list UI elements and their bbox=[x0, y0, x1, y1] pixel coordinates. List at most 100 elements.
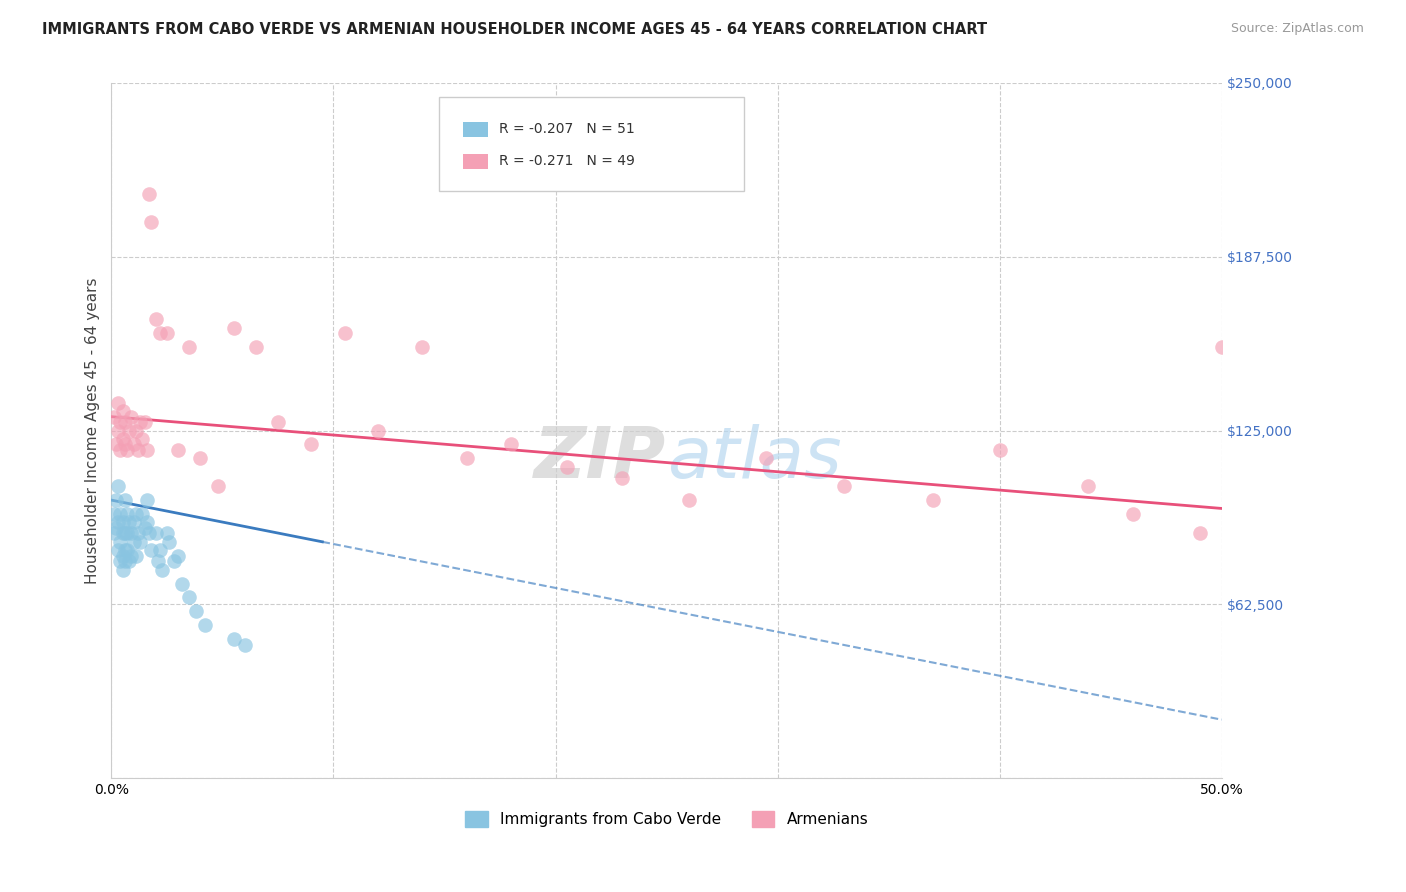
Point bbox=[111, 563, 134, 577]
Point bbox=[114, 493, 136, 508]
Point bbox=[122, 437, 145, 451]
Point bbox=[115, 507, 138, 521]
Point bbox=[222, 632, 245, 647]
Point bbox=[149, 326, 172, 341]
Point bbox=[162, 554, 184, 568]
Point bbox=[456, 451, 478, 466]
Point bbox=[131, 507, 153, 521]
Point bbox=[138, 187, 160, 202]
Point bbox=[136, 443, 159, 458]
Point bbox=[114, 526, 136, 541]
Text: R = -0.271   N = 49: R = -0.271 N = 49 bbox=[499, 154, 634, 169]
Point bbox=[110, 415, 132, 429]
Point bbox=[501, 437, 523, 451]
Point bbox=[127, 443, 149, 458]
Point bbox=[172, 576, 194, 591]
Point bbox=[146, 554, 169, 568]
Point bbox=[145, 526, 167, 541]
Point bbox=[299, 437, 322, 451]
Point bbox=[188, 451, 211, 466]
Point bbox=[141, 543, 163, 558]
Point bbox=[678, 493, 700, 508]
Point bbox=[1188, 526, 1211, 541]
Point bbox=[134, 415, 156, 429]
Point bbox=[107, 479, 129, 493]
Point bbox=[222, 320, 245, 334]
FancyBboxPatch shape bbox=[464, 153, 488, 169]
Y-axis label: Householder Income Ages 45 - 64 years: Householder Income Ages 45 - 64 years bbox=[86, 277, 100, 584]
Point bbox=[167, 549, 190, 563]
Point bbox=[104, 437, 127, 451]
Point bbox=[157, 534, 180, 549]
Point bbox=[104, 521, 127, 535]
Point bbox=[107, 516, 129, 530]
Point bbox=[125, 549, 148, 563]
Point bbox=[110, 534, 132, 549]
Point bbox=[118, 554, 141, 568]
Point bbox=[111, 432, 134, 446]
Point bbox=[107, 424, 129, 438]
Point bbox=[103, 409, 125, 424]
Point bbox=[125, 507, 148, 521]
Text: IMMIGRANTS FROM CABO VERDE VS ARMENIAN HOUSEHOLDER INCOME AGES 45 - 64 YEARS COR: IMMIGRANTS FROM CABO VERDE VS ARMENIAN H… bbox=[42, 22, 987, 37]
Point bbox=[167, 443, 190, 458]
Legend: Immigrants from Cabo Verde, Armenians: Immigrants from Cabo Verde, Armenians bbox=[458, 805, 875, 833]
Point bbox=[555, 459, 578, 474]
Point bbox=[152, 563, 174, 577]
Point bbox=[107, 543, 129, 558]
Point bbox=[118, 516, 141, 530]
Point bbox=[755, 451, 778, 466]
Point bbox=[114, 543, 136, 558]
Point bbox=[610, 471, 633, 485]
Point bbox=[103, 507, 125, 521]
Point bbox=[179, 591, 201, 605]
Point bbox=[136, 516, 159, 530]
Point bbox=[1122, 507, 1144, 521]
Point bbox=[194, 618, 217, 632]
Point bbox=[120, 526, 142, 541]
Point bbox=[120, 549, 142, 563]
Point bbox=[115, 443, 138, 458]
Point bbox=[129, 415, 152, 429]
Point bbox=[1077, 479, 1099, 493]
Point bbox=[245, 340, 267, 354]
Point bbox=[367, 424, 389, 438]
Point bbox=[120, 409, 142, 424]
FancyBboxPatch shape bbox=[439, 97, 744, 191]
Point bbox=[122, 516, 145, 530]
Point bbox=[267, 415, 290, 429]
Point bbox=[118, 424, 141, 438]
Text: ZIP: ZIP bbox=[534, 424, 666, 493]
Text: R = -0.207   N = 51: R = -0.207 N = 51 bbox=[499, 122, 634, 136]
Text: atlas: atlas bbox=[666, 424, 841, 493]
Point bbox=[832, 479, 855, 493]
Point bbox=[141, 215, 163, 229]
Point bbox=[122, 534, 145, 549]
Point bbox=[131, 432, 153, 446]
Point bbox=[207, 479, 229, 493]
Point bbox=[104, 493, 127, 508]
Point bbox=[988, 443, 1011, 458]
Point bbox=[233, 638, 256, 652]
Point bbox=[111, 549, 134, 563]
Point bbox=[129, 534, 152, 549]
Point bbox=[333, 326, 356, 341]
Point bbox=[103, 526, 125, 541]
Point bbox=[110, 443, 132, 458]
Point bbox=[184, 604, 207, 618]
Point bbox=[114, 554, 136, 568]
Point bbox=[115, 526, 138, 541]
Point bbox=[110, 507, 132, 521]
Point bbox=[179, 340, 201, 354]
Point bbox=[145, 312, 167, 326]
Point bbox=[114, 437, 136, 451]
Point bbox=[149, 543, 172, 558]
Point bbox=[127, 526, 149, 541]
Point bbox=[115, 543, 138, 558]
Point bbox=[114, 415, 136, 429]
Text: Source: ZipAtlas.com: Source: ZipAtlas.com bbox=[1230, 22, 1364, 36]
Point bbox=[111, 516, 134, 530]
Point bbox=[1211, 340, 1233, 354]
Point bbox=[156, 526, 179, 541]
Point bbox=[110, 554, 132, 568]
